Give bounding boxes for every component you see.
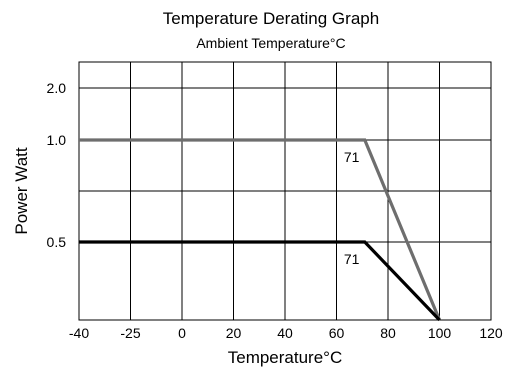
breakpoint-label: 71 <box>344 149 360 165</box>
breakpoint-label: 71 <box>344 251 360 267</box>
y-tick-label: 2.0 <box>47 80 67 96</box>
x-tick-label: 20 <box>226 325 242 341</box>
x-tick-label: 100 <box>428 325 452 341</box>
x-tick-label: 0 <box>178 325 186 341</box>
y-tick-label: 0.5 <box>47 234 67 250</box>
series-group <box>78 138 441 322</box>
x-tick-label: -25 <box>120 325 140 341</box>
x-tick-label: -40 <box>69 325 89 341</box>
x-tick-label: 40 <box>277 325 293 341</box>
y-tick-label: 1.0 <box>47 132 67 148</box>
x-tick-label: 60 <box>329 325 345 341</box>
annotations: 71 71 <box>344 149 360 267</box>
chart-title: Temperature Derating Graph <box>163 9 379 28</box>
x-tick-label: 80 <box>380 325 396 341</box>
x-axis-label: Temperature°C <box>228 348 343 367</box>
x-tick-label: 120 <box>479 325 503 341</box>
grid-lines <box>79 62 491 320</box>
chart-subtitle: Ambient Temperature°C <box>196 35 345 51</box>
plot-frame <box>78 61 492 321</box>
tick-labels: -40 -25 0 20 40 60 80 100 120 2.0 1.0 0.5 <box>47 80 503 341</box>
series-line-2 <box>79 240 441 322</box>
series-line-1 <box>79 138 441 321</box>
y-axis-label: Power Watt <box>12 147 31 235</box>
